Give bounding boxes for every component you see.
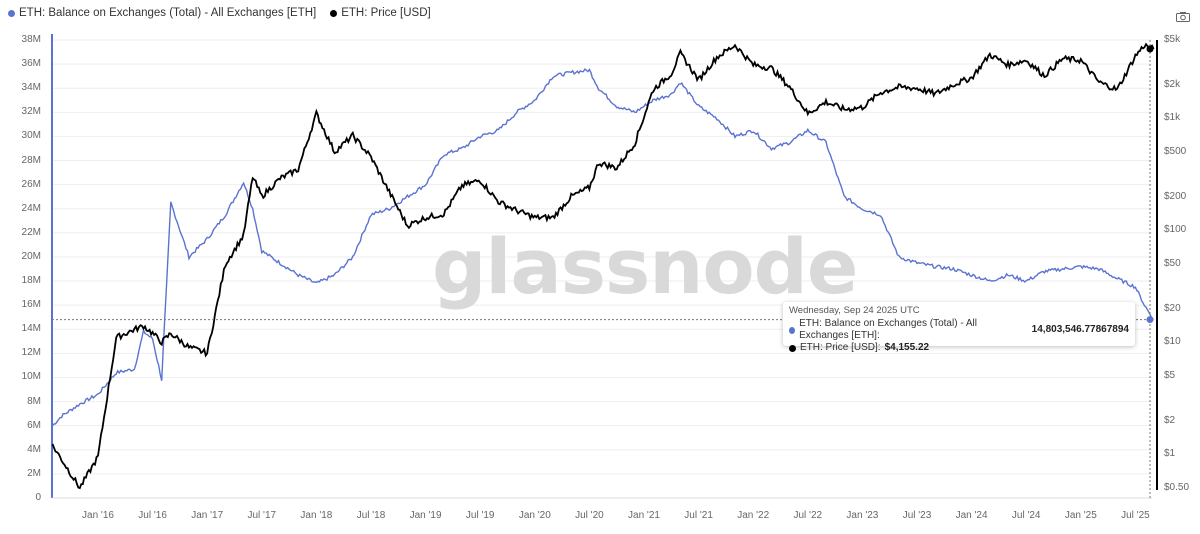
chart-legend: ETH: Balance on Exchanges (Total) - All … bbox=[8, 7, 431, 19]
x-tick: Jul '25 bbox=[1121, 510, 1150, 521]
camera-icon[interactable] bbox=[1176, 12, 1190, 22]
tooltip-row-balance: ETH: Balance on Exchanges (Total) - All … bbox=[789, 318, 1129, 342]
y-tick-right: $2k bbox=[1164, 78, 1181, 90]
y-tick-left: 16M bbox=[21, 299, 41, 311]
y-tick-left: 20M bbox=[21, 250, 41, 262]
price-dot-icon bbox=[330, 9, 338, 17]
y-tick-left: 22M bbox=[21, 226, 41, 238]
x-tick: Jan '25 bbox=[1064, 510, 1097, 521]
x-tick: Jan '24 bbox=[955, 510, 988, 521]
x-tick: Jul '17 bbox=[247, 510, 277, 521]
x-tick: Jan '21 bbox=[628, 510, 660, 521]
chart-tooltip: Wednesday, Sep 24 2025 UTC ETH: Balance … bbox=[783, 302, 1135, 353]
y-tick-right: $500 bbox=[1164, 146, 1187, 157]
x-tick: Jul '22 bbox=[793, 510, 823, 521]
tooltip-date: Wednesday, Sep 24 2025 UTC bbox=[789, 305, 920, 316]
y-tick-left: 38M bbox=[21, 34, 41, 45]
price-line bbox=[51, 42, 1155, 490]
y-tick-right: $2 bbox=[1164, 414, 1176, 426]
y-tick-right: $50 bbox=[1164, 258, 1181, 269]
x-tick: Jan '23 bbox=[846, 510, 879, 521]
price-marker bbox=[1146, 45, 1154, 53]
y-tick-right: $0.50 bbox=[1164, 482, 1190, 493]
y-tick-right: $100 bbox=[1164, 224, 1187, 236]
y-tick-left: 26M bbox=[21, 178, 41, 190]
balance-dot-icon bbox=[789, 326, 796, 334]
y-tick-left: 32M bbox=[21, 106, 41, 118]
x-tick: Jan '20 bbox=[518, 510, 551, 521]
y-tick-left: 4M bbox=[27, 443, 41, 455]
legend-item-price[interactable]: ETH: Price [USD] bbox=[330, 7, 431, 19]
y-tick-left: 6M bbox=[27, 419, 41, 431]
x-tick: Jan '19 bbox=[409, 510, 442, 521]
x-tick: Jan '18 bbox=[300, 510, 333, 521]
x-tick: Jul '19 bbox=[465, 510, 495, 521]
y-tick-right: $5k bbox=[1164, 34, 1181, 45]
x-tick: Jul '23 bbox=[902, 510, 932, 521]
y-tick-left: 36M bbox=[21, 58, 41, 70]
y-tick-left: 0 bbox=[35, 492, 41, 503]
y-tick-left: 10M bbox=[21, 371, 41, 383]
y-tick-left: 24M bbox=[21, 202, 41, 214]
balance-dot-icon bbox=[8, 9, 15, 17]
balance-line bbox=[51, 68, 1154, 427]
x-tick: Jul '16 bbox=[138, 510, 167, 521]
y-tick-left: 2M bbox=[27, 467, 41, 479]
balance-marker bbox=[1146, 316, 1154, 324]
x-tick: Jul '24 bbox=[1011, 510, 1041, 521]
x-tick: Jan '17 bbox=[191, 510, 224, 521]
legend-label-balance: ETH: Balance on Exchanges (Total) - All … bbox=[19, 7, 317, 19]
y-tick-left: 30M bbox=[21, 130, 41, 142]
x-tick: Jan '16 bbox=[82, 510, 114, 521]
tooltip-balance-value: 14,803,546.77867894 bbox=[1031, 324, 1129, 335]
y-tick-left: 34M bbox=[21, 82, 41, 94]
price-dot-icon bbox=[789, 344, 796, 352]
tooltip-row-price: ETH: Price [USD]: $4,155.22 bbox=[789, 342, 1129, 354]
tooltip-price-label: ETH: Price [USD]: bbox=[800, 342, 881, 353]
y-tick-left: 12M bbox=[21, 347, 41, 359]
legend-label-price: ETH: Price [USD] bbox=[341, 7, 431, 19]
tooltip-price-value: $4,155.22 bbox=[884, 342, 930, 353]
x-tick: Jul '20 bbox=[575, 510, 604, 521]
y-tick-left: 18M bbox=[21, 275, 41, 287]
y-tick-left: 28M bbox=[21, 154, 41, 166]
y-tick-right: $1 bbox=[1164, 448, 1176, 460]
y-tick-right: $200 bbox=[1164, 190, 1187, 202]
tooltip-balance-label: ETH: Balance on Exchanges (Total) - All … bbox=[799, 318, 977, 341]
y-tick-left: 14M bbox=[21, 323, 41, 335]
y-tick-right: $5 bbox=[1164, 370, 1176, 381]
y-tick-left: 8M bbox=[27, 395, 41, 407]
legend-item-balance[interactable]: ETH: Balance on Exchanges (Total) - All … bbox=[8, 7, 316, 19]
x-tick: Jan '22 bbox=[737, 510, 770, 521]
y-tick-right: $20 bbox=[1164, 302, 1181, 314]
y-tick-right: $10 bbox=[1164, 336, 1181, 348]
y-tick-right: $1k bbox=[1164, 112, 1181, 124]
x-tick: Jul '21 bbox=[684, 510, 713, 521]
x-tick: Jul '18 bbox=[356, 510, 386, 521]
